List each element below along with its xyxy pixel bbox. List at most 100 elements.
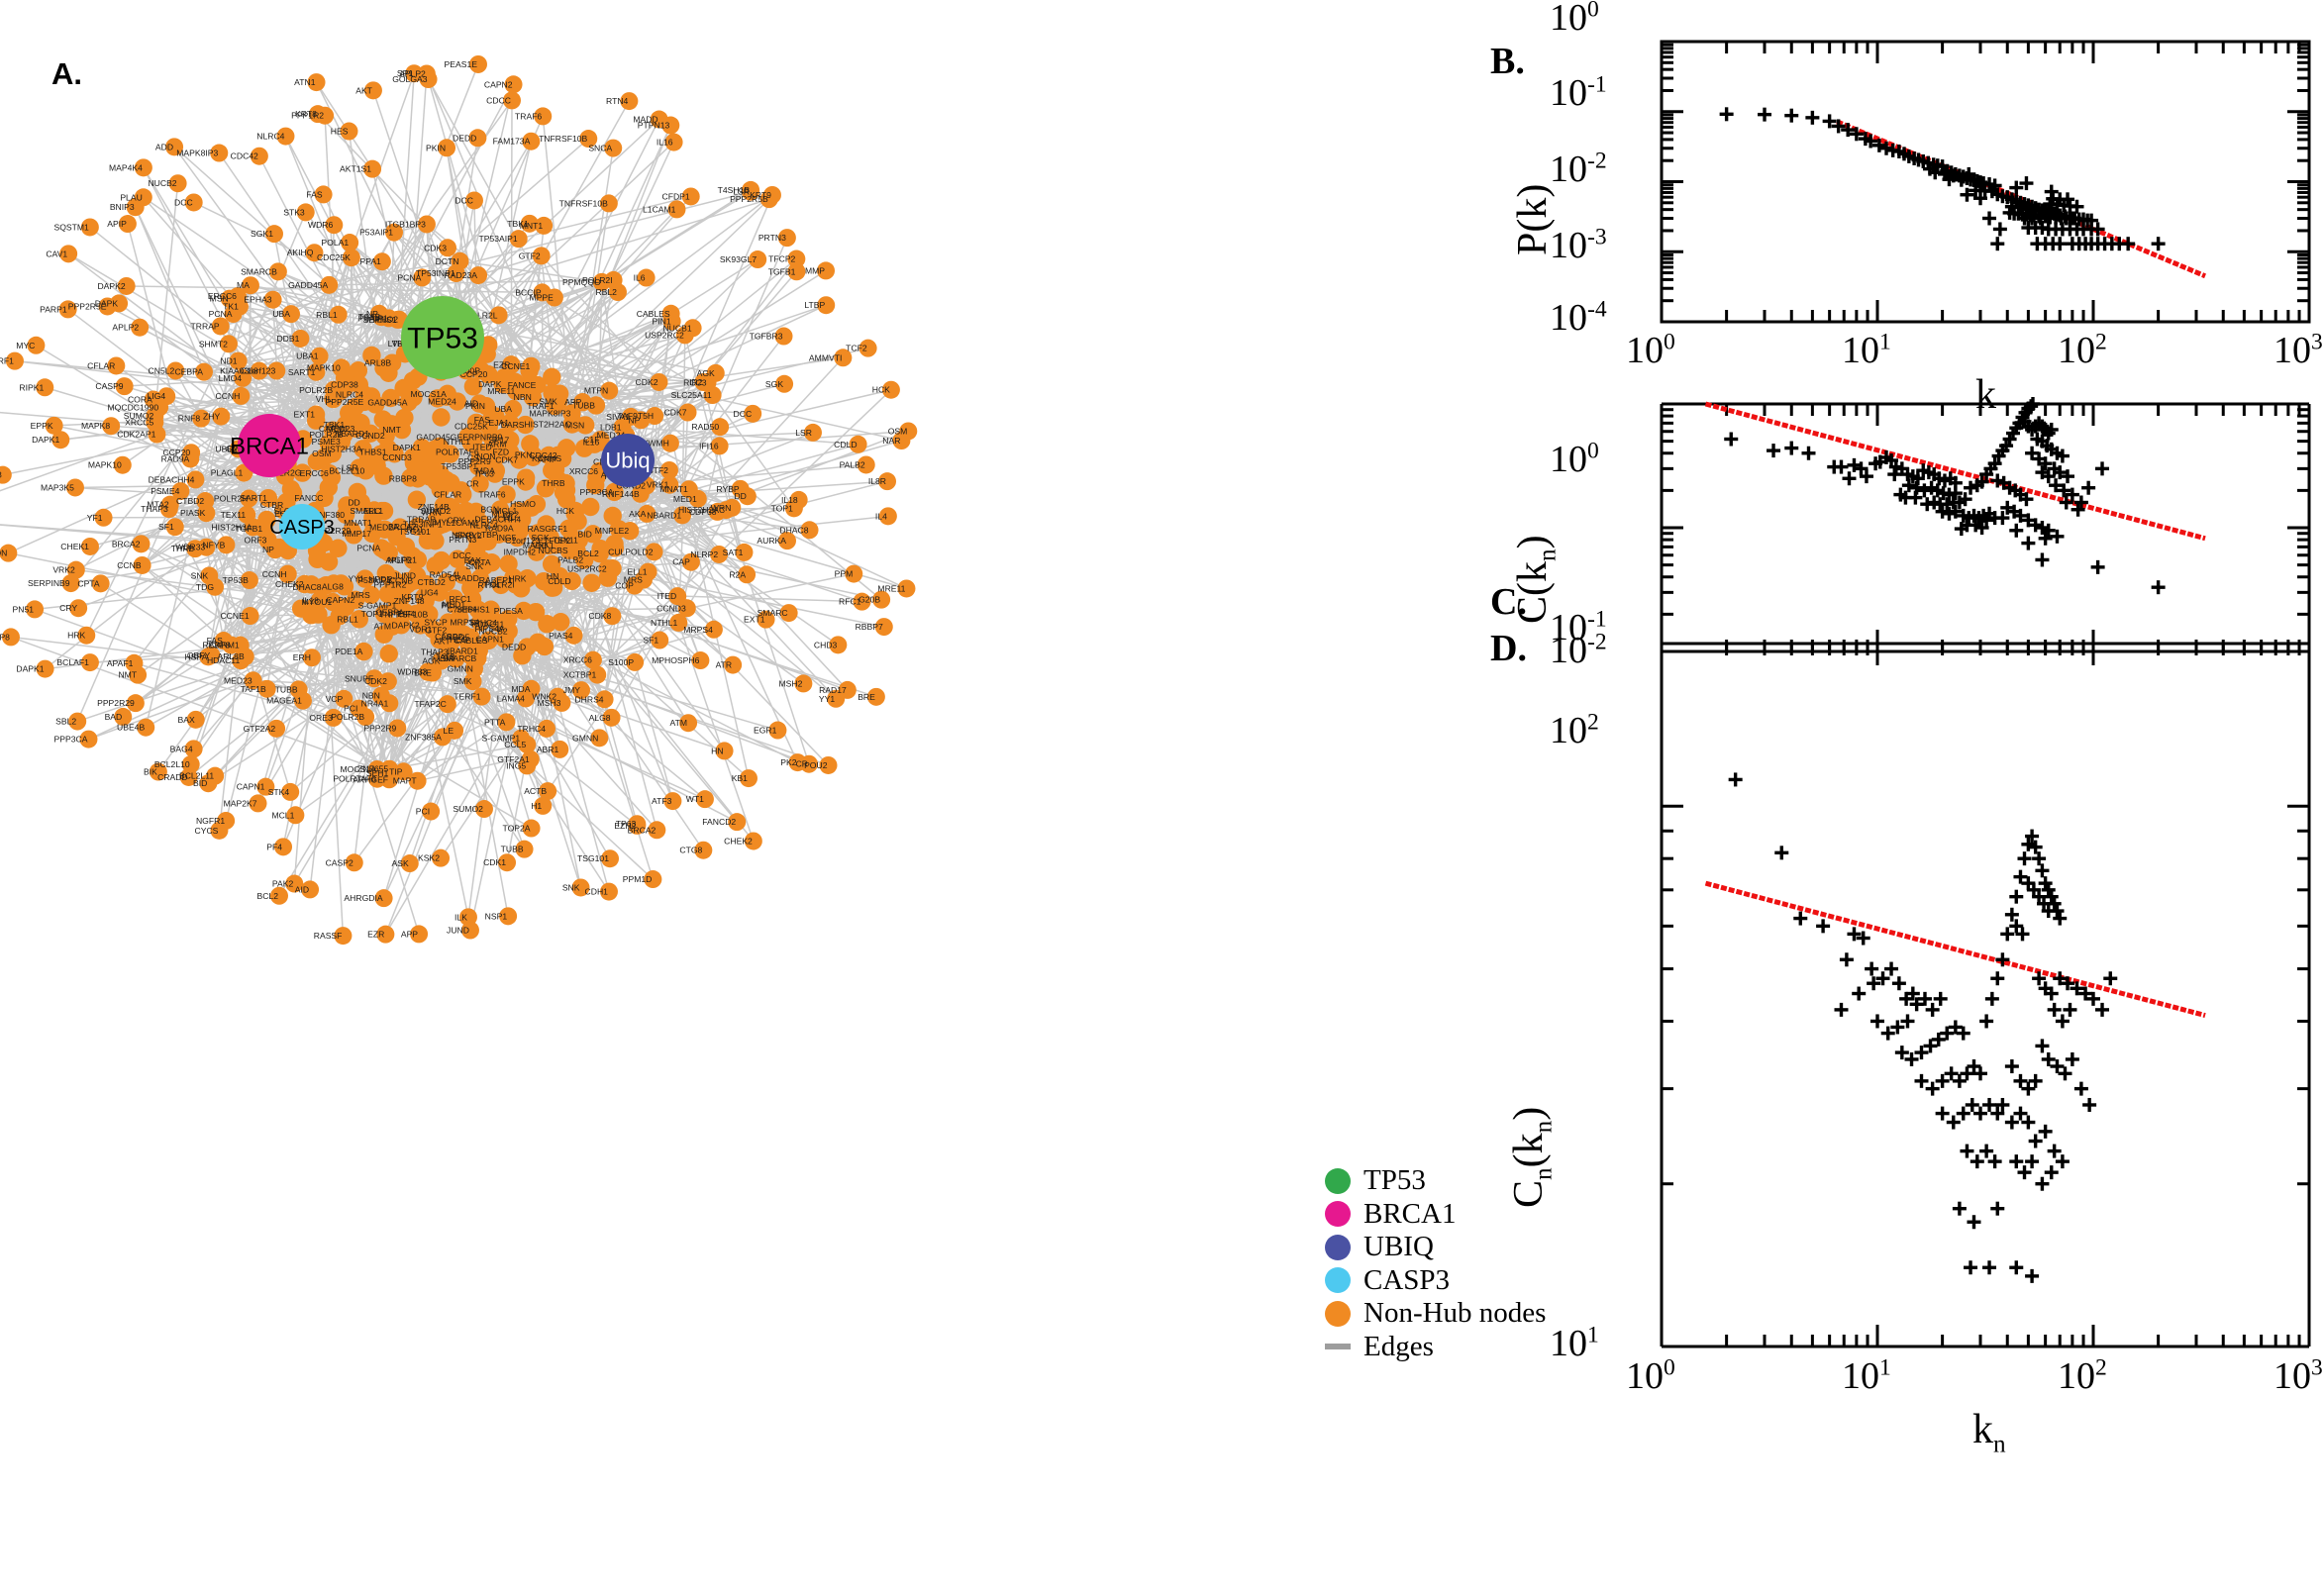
network-node-label: SHMT2 [199, 339, 228, 349]
network-node-label: CASP2 [326, 857, 354, 867]
network-node-label: RBBP8 [389, 473, 417, 483]
network-node-label: MNPLE2 [595, 526, 630, 536]
node-circle-icon [1325, 1167, 1351, 1194]
network-node-label: ACTB [524, 786, 547, 796]
network-node-label: KCNHS [532, 453, 561, 463]
network-node-label: H1 [531, 801, 542, 811]
network-node-label: CHEK1 [60, 542, 89, 551]
network-node-label: ALG8 [322, 581, 344, 591]
network-node-label: MTA2 [147, 500, 169, 510]
network-node-label: ORE3 [309, 713, 333, 723]
legend-item-label: BRCA1 [1364, 1197, 1457, 1230]
network-node-label: MED1 [673, 494, 697, 504]
network-node[interactable] [308, 549, 327, 569]
network-node-label: DEBACHH4 [149, 474, 195, 484]
network-node-label: PALB2 [557, 554, 583, 564]
panel-d-xtick-1: 101 [1842, 1354, 1891, 1397]
network-node[interactable] [432, 550, 451, 570]
network-node-label: TAF1B [241, 684, 266, 694]
network-node-label: POLR2H [214, 494, 248, 504]
network-node-label: POLR2B [331, 712, 364, 722]
network-node-label: TRRAP [191, 321, 220, 331]
network-node-label: UBE4B [117, 723, 145, 733]
network-node-label: SF1 [158, 522, 174, 532]
network-node-label: MNAT1 [659, 484, 688, 494]
network-node[interactable] [432, 408, 451, 427]
network-node-label: ADD [155, 142, 173, 151]
network-node-label: GADD45A [288, 280, 328, 290]
network-node-label: SK93GL7 [720, 254, 757, 264]
network-node[interactable] [526, 602, 546, 622]
hub-node-label-brca1: BRCA1 [230, 433, 309, 459]
network-node-label: RAD54L [430, 570, 462, 580]
network-node-label: CDK2 [364, 676, 387, 686]
network-node-label: KSK2 [418, 853, 440, 863]
network-node-label: PPP3CA [54, 735, 88, 745]
network-node-label: BID [577, 529, 591, 539]
network-node-label: TDG [196, 582, 214, 592]
network-node-label: TCF2 [846, 344, 867, 353]
network-node-label: MPHOSPH6 [652, 655, 699, 665]
network-node-label: P53AIP1 [359, 228, 393, 238]
network-node-label: HPDR [368, 574, 392, 584]
network-node[interactable] [302, 606, 321, 625]
network-node-label: BNIP3 [110, 202, 135, 212]
network-node-label: APAF1 [107, 658, 134, 668]
network-node-label: NAR [882, 436, 900, 446]
network-node[interactable] [581, 497, 600, 517]
network-node-label: SNK [562, 882, 580, 892]
network-node[interactable] [582, 573, 601, 592]
network-node-label: DDB1 [276, 334, 299, 344]
network-node-label: YY1 [348, 574, 363, 584]
network-node-label: DD [734, 491, 746, 501]
network-node-label: MSH2 [778, 678, 802, 688]
panel-d-plot [1660, 642, 2311, 1348]
network-node-label: EPPK [502, 477, 525, 487]
network-node-label: AKA [629, 509, 646, 519]
network-node-label: CCNH [262, 569, 287, 579]
network-node-label: MA [237, 280, 250, 290]
network-node-label: CULPOLD2 [608, 547, 654, 556]
network-node-label: TRHC4 [517, 724, 546, 734]
network-node-label: TSG101 [577, 853, 609, 863]
network-node-label: RBBP8 [202, 641, 230, 650]
network-node-label: ORF3 [245, 535, 267, 545]
network-node-label: SNCA [588, 144, 612, 153]
network-node-label: XRCC5 [125, 418, 153, 428]
network-node-label: ABR1 [537, 745, 559, 754]
network-node-label: CDK3 [424, 243, 447, 252]
network-node-label: FAM173A [493, 137, 531, 147]
network-node-label: PARP1 [40, 304, 67, 314]
network-node-label: TP53INP1 [416, 268, 455, 278]
network-node-label: PK2 [780, 757, 796, 767]
network-node-label: PKN [515, 450, 533, 460]
network-node-label: RBL1 [316, 310, 338, 320]
network-node-label: PPP1R2 [291, 111, 324, 121]
network-node-label: CHEK2 [275, 579, 304, 589]
network-node-label: HN [711, 746, 723, 755]
network-node-label: ASK [392, 858, 409, 868]
network-node-label: BCLAF1 [56, 657, 89, 667]
network-node-label: DAPK1 [32, 435, 59, 445]
network-node-label: CDC25K [317, 252, 351, 262]
network-node-label: HRK [67, 631, 85, 641]
network-node-label: RAD50 [691, 422, 719, 432]
network-node[interactable] [379, 645, 398, 663]
network-node-label: PKIN [465, 401, 485, 411]
network-node-label: S100P [608, 657, 634, 667]
network-node-label: HCK [556, 506, 574, 516]
network-node-label: EPHA3 [244, 295, 271, 305]
network-node-label: ILK [454, 912, 467, 922]
panel-b-degree-distribution: B. 100 10-1 10-2 10-3 10-4 100 101 102 103 P(k) k [1465, 0, 2323, 418]
network-node-label: TRAF6 [478, 489, 505, 499]
network-node-label: LRCO5 [442, 633, 470, 643]
network-node-label: SGK1 [251, 229, 273, 239]
network-node-label: DCC [454, 195, 473, 205]
network-node[interactable] [403, 371, 423, 390]
network-node-label: PCI [416, 807, 430, 817]
network-node-label: HIST2H3A [211, 522, 252, 532]
hub-node-label-casp3: CASP3 [269, 517, 335, 539]
network-node-label: PCNA [209, 309, 233, 319]
network-node-label: CDCC [486, 95, 511, 105]
network-node-label: APLP2 [385, 555, 412, 565]
